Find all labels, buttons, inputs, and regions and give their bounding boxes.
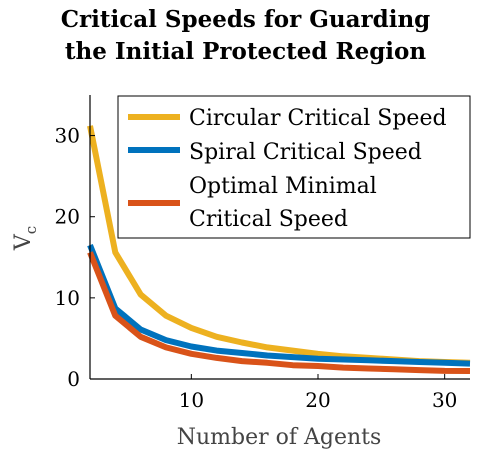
series-line-3 bbox=[87, 251, 471, 374]
tick-layer: 10 20 30 0 10 20 30 bbox=[55, 124, 458, 412]
x-axis-title: Number of Agents bbox=[177, 425, 382, 450]
y-axis-title-subscript: c bbox=[22, 226, 40, 234]
axis-layer bbox=[89, 95, 470, 380]
y-tick-label-0: 0 bbox=[67, 367, 80, 391]
y-tick-label-10: 10 bbox=[55, 286, 80, 310]
y-axis-title-group: Vc bbox=[11, 226, 40, 251]
series-line-2 bbox=[87, 243, 471, 367]
x-tick-label-30: 30 bbox=[432, 388, 457, 412]
y-tick-label-20: 20 bbox=[55, 205, 80, 229]
y-tick-label-30: 30 bbox=[55, 124, 80, 148]
chart-title-line-1: Critical Speeds for Guarding bbox=[60, 6, 431, 33]
x-tick-label-20: 20 bbox=[305, 388, 330, 412]
x-tick-label-10: 10 bbox=[179, 388, 204, 412]
legend-label-3-line-1: Optimal Minimal bbox=[189, 174, 377, 199]
legend-label-2: Spiral Critical Speed bbox=[189, 140, 422, 165]
legend: Circular Critical Speed Spiral Critical S… bbox=[117, 95, 471, 239]
legend-label-3-line-2: Critical Speed bbox=[189, 207, 348, 232]
series-layer bbox=[87, 125, 471, 374]
y-axis-title: V bbox=[11, 233, 36, 251]
legend-label-1: Circular Critical Speed bbox=[189, 106, 447, 131]
chart-title-line-2: the Initial Protected Region bbox=[64, 38, 427, 65]
